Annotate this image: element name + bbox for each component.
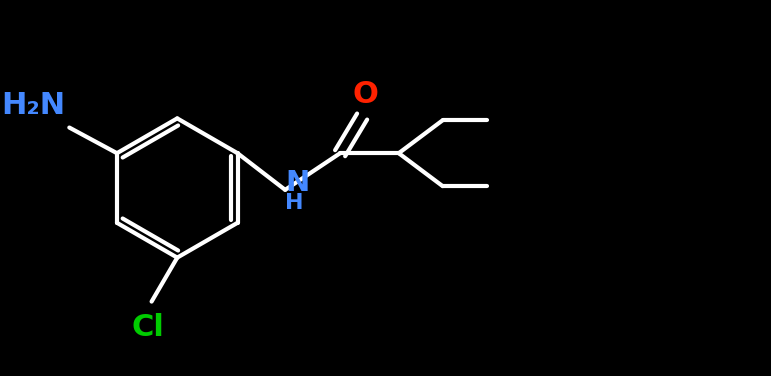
Text: Cl: Cl bbox=[132, 312, 164, 341]
Text: O: O bbox=[353, 80, 379, 109]
Text: H: H bbox=[285, 194, 304, 214]
Text: H₂N: H₂N bbox=[2, 91, 66, 120]
Text: N: N bbox=[285, 168, 309, 197]
